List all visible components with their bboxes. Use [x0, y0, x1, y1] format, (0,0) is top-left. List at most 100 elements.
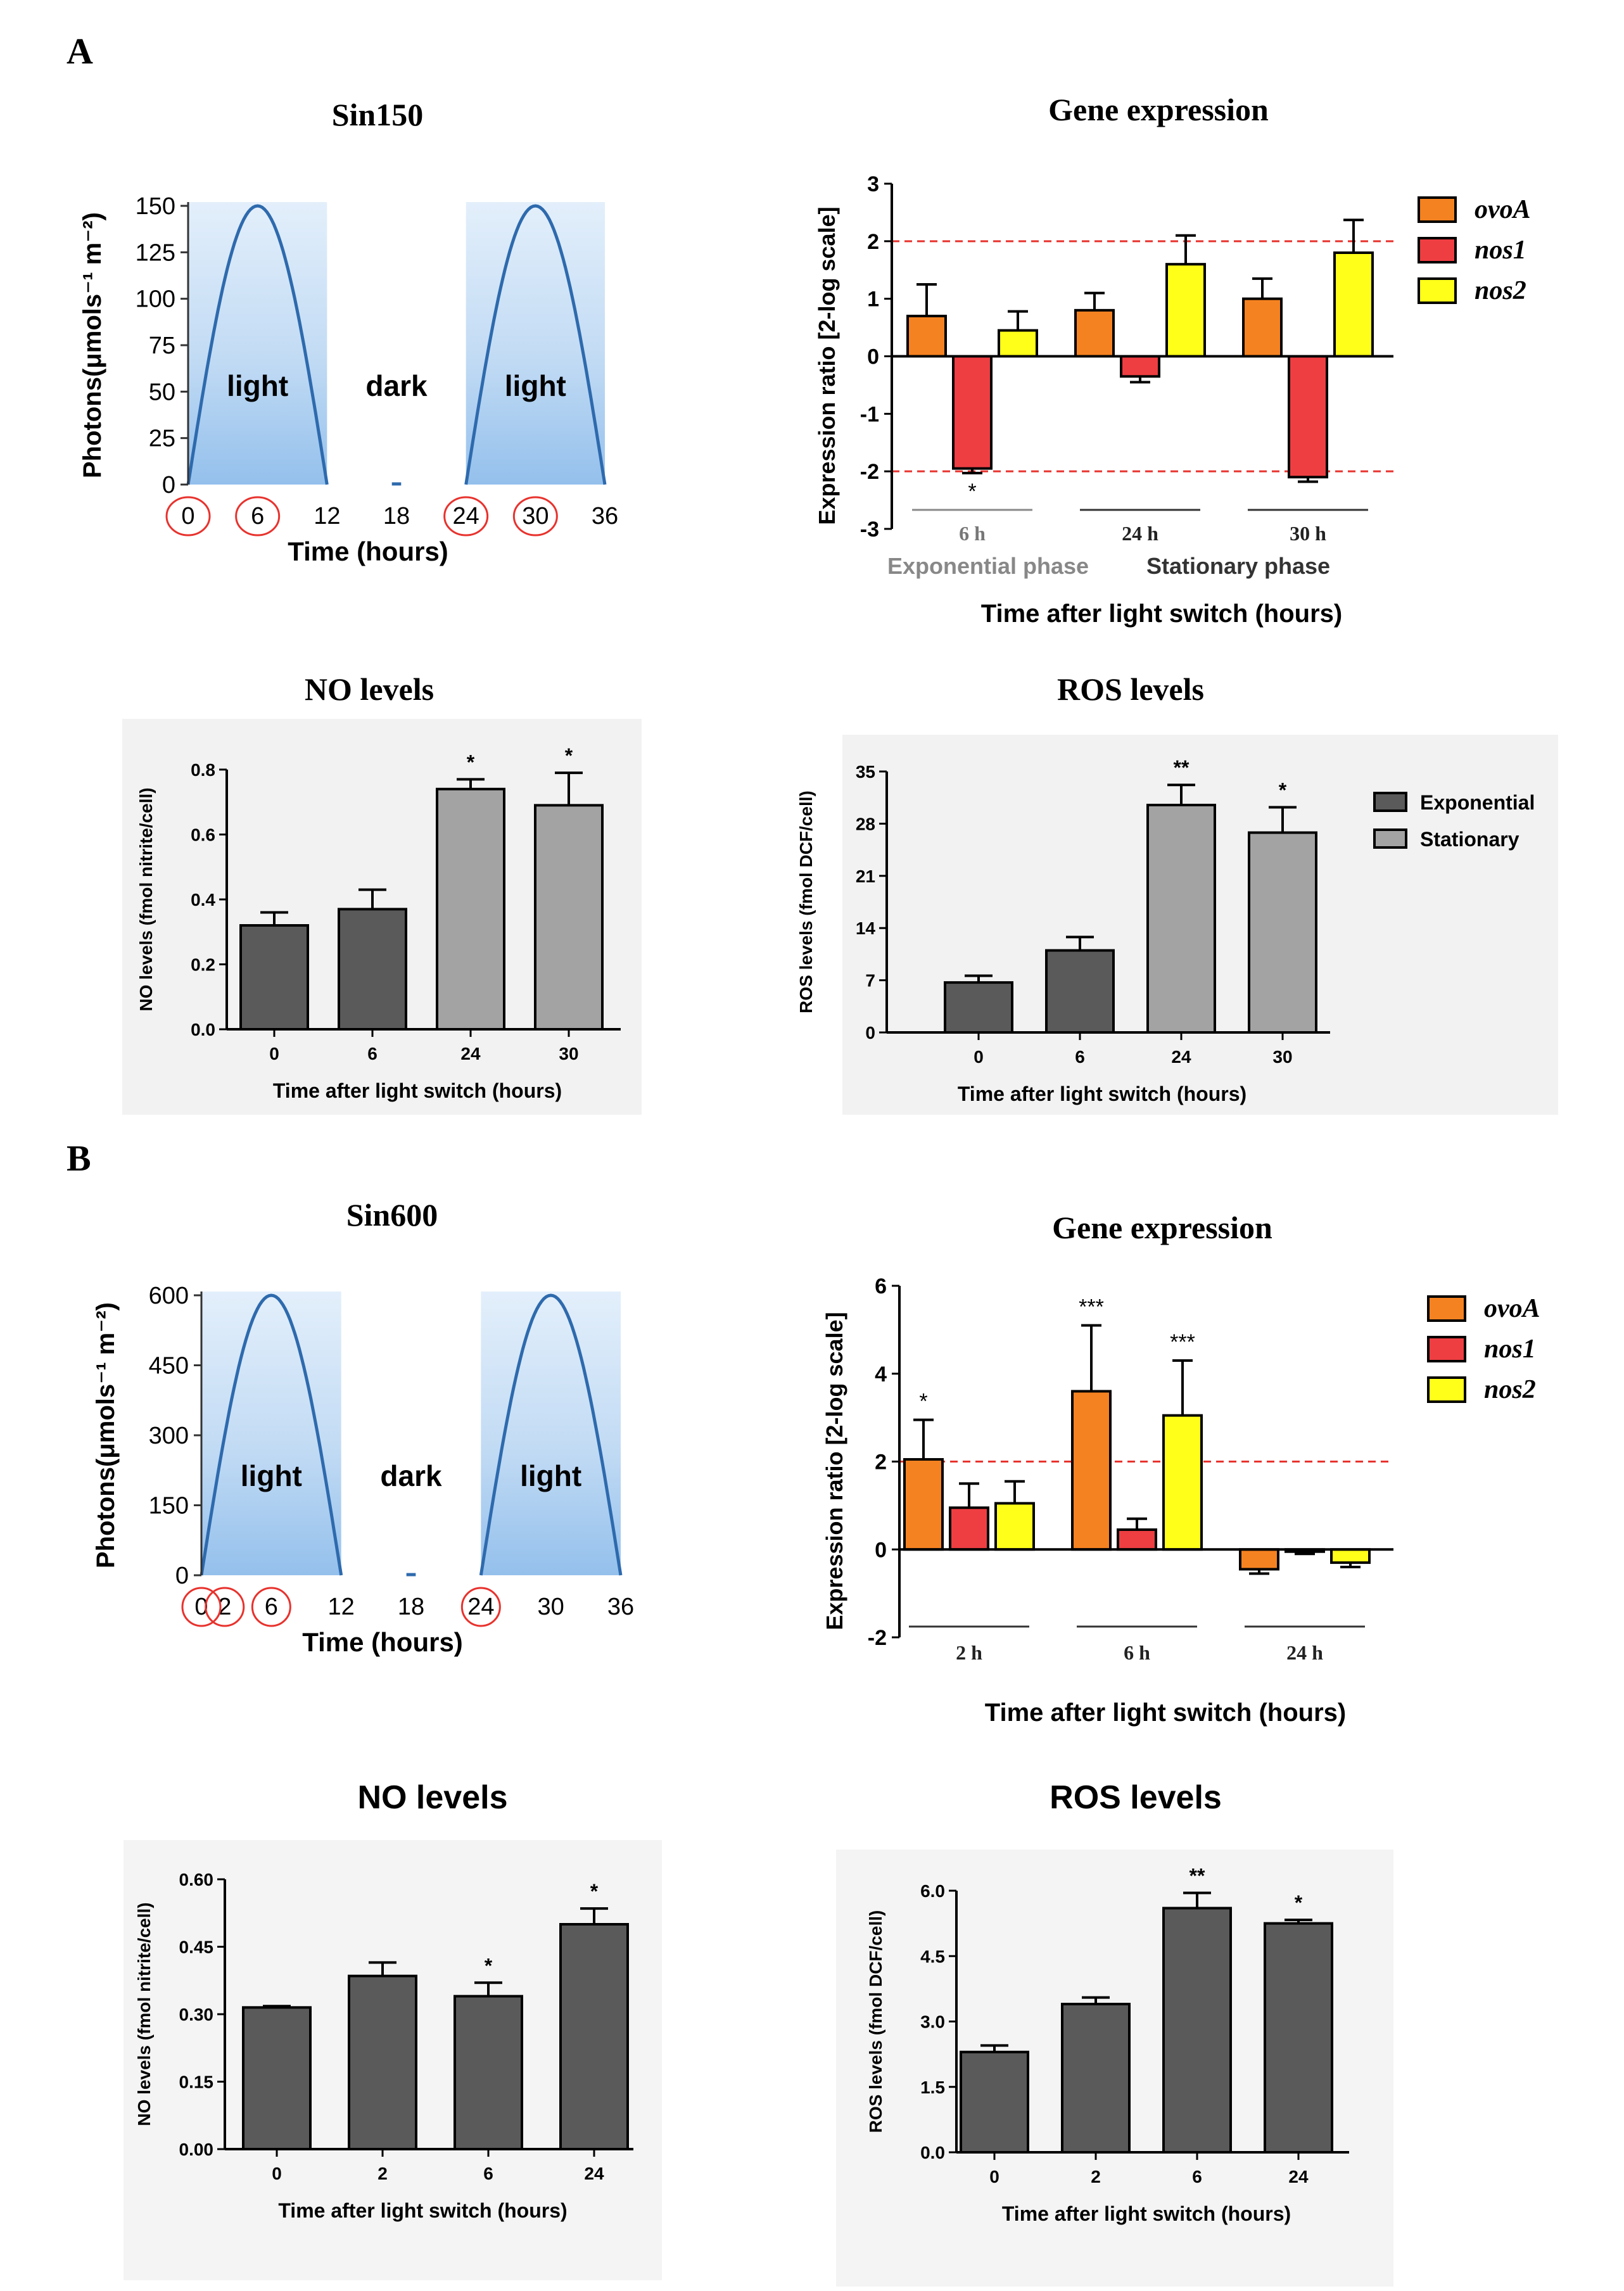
- x-tick-label: 2: [218, 1594, 231, 1620]
- bar-ovoA: [1242, 297, 1283, 358]
- group-label: 2 h: [956, 1641, 982, 1664]
- x-tick-label: 12: [314, 503, 340, 530]
- y-tick-label: 300: [149, 1423, 189, 1449]
- y-tick-label: 14: [856, 918, 876, 938]
- bar: [1045, 949, 1115, 1034]
- y-tick-label: 0.4: [191, 890, 215, 910]
- photon-curve: [200, 1293, 623, 1576]
- x-tick-label: 2: [377, 2164, 388, 2183]
- y-tick-label: -3: [860, 517, 879, 542]
- bar: [1061, 2002, 1131, 2154]
- y-tick-label: 1.5: [920, 2078, 945, 2097]
- x-tick-label: 6: [1075, 1047, 1085, 1067]
- x-tick-label: 30: [538, 1594, 564, 1620]
- y-axis-label: NO levels (fmol nitrite/cell): [134, 1902, 154, 2126]
- region-label: dark: [365, 369, 428, 402]
- x-tick-label: 24: [460, 1044, 481, 1063]
- y-tick-label: 2: [867, 230, 879, 254]
- y-tick-label: 0.8: [191, 760, 215, 780]
- significance-marker: *: [968, 479, 976, 504]
- y-tick-label: 4.5: [920, 1946, 945, 1966]
- significance-marker: *: [919, 1390, 927, 1414]
- bar: [454, 1995, 523, 2151]
- significance-marker: **: [1174, 756, 1189, 779]
- significance-marker: *: [590, 1880, 599, 1903]
- y-tick-label: 75: [149, 333, 175, 359]
- y-axis-label: Photons(μmols⁻¹ m⁻²): [79, 212, 106, 478]
- y-tick-label: 6.0: [920, 1881, 945, 1901]
- x-tick-label: 30: [522, 503, 549, 530]
- y-tick-label: 0.6: [191, 825, 215, 845]
- x-tick-label: 18: [383, 503, 410, 530]
- x-tick-label: 0: [272, 2164, 282, 2183]
- bar-nos1: [1120, 355, 1160, 378]
- significance-marker: *: [565, 744, 573, 767]
- light-period-band: [201, 1291, 341, 1575]
- chart-title: Gene expression: [1048, 92, 1269, 127]
- y-tick-label: 4: [875, 1362, 887, 1387]
- y-tick-label: 3: [867, 172, 879, 196]
- bar: [239, 924, 309, 1031]
- chart-title: NO levels: [357, 1779, 507, 1816]
- y-tick-label: 450: [149, 1353, 189, 1380]
- chart-title: Gene expression: [1052, 1210, 1272, 1245]
- significance-marker: ***: [1079, 1295, 1104, 1319]
- x-tick-label: 30: [1272, 1047, 1292, 1067]
- x-tick-label: 36: [592, 503, 618, 530]
- bar-ovoA: [1239, 1548, 1279, 1571]
- photon-curve: [186, 204, 607, 485]
- bar: [436, 787, 505, 1031]
- x-axis-label: Time after light switch (hours): [273, 1079, 562, 1102]
- circled-tick-marker: [460, 1587, 501, 1627]
- chart-title: NO levels: [305, 671, 434, 707]
- significance-marker: *: [467, 751, 475, 773]
- y-tick-label: 0.0: [920, 2143, 945, 2162]
- light-period-band: [466, 202, 605, 485]
- legend-label-nos1: nos1: [1475, 236, 1526, 265]
- bar: [559, 1923, 629, 2150]
- x-tick-label: 24: [1171, 1047, 1191, 1067]
- y-tick-label: 100: [136, 286, 175, 313]
- y-tick-label: 150: [136, 193, 175, 220]
- legend-swatch: [1373, 828, 1407, 849]
- y-tick-label: 0: [162, 472, 175, 498]
- light-period-band: [481, 1291, 621, 1575]
- x-tick-label: 24: [467, 1594, 494, 1620]
- chart-title: Sin150: [332, 97, 424, 132]
- y-axis-label: Expression ratio [2-log scale]: [814, 206, 840, 524]
- bar-nos1: [1117, 1528, 1157, 1551]
- bar: [1146, 803, 1216, 1034]
- bar: [534, 804, 604, 1031]
- bar: [1162, 1907, 1232, 2154]
- y-axis-label: Photons(μmols⁻¹ m⁻²): [92, 1302, 120, 1568]
- bar-nos2: [1330, 1548, 1371, 1564]
- x-tick-label: 6: [251, 503, 264, 530]
- significance-marker: **: [1189, 1864, 1205, 1887]
- y-axis-label: Expression ratio [2-log scale]: [822, 1312, 847, 1630]
- region-label: light: [520, 1459, 581, 1492]
- chart-no-levels-a: NO levels 0 6 * 24 * 30 0.0 0.2 0.4 0.6 0.8 Time aft…: [136, 671, 621, 1102]
- y-tick-label: 0.0: [191, 1020, 215, 1039]
- x-tick-label: 0: [194, 1594, 208, 1620]
- bar-nos2: [1165, 263, 1206, 358]
- legend-label-nos1: nos1: [1484, 1335, 1536, 1364]
- circled-tick-marker: [443, 496, 489, 536]
- x-tick-label: 6: [265, 1594, 278, 1620]
- legend-label-nos2: nos2: [1475, 276, 1526, 305]
- x-tick-label: 0: [269, 1044, 279, 1063]
- y-axis-label: NO levels (fmol nitrite/cell): [136, 787, 156, 1011]
- x-tick-label: 6: [1192, 2167, 1202, 2186]
- x-tick-label: 0: [974, 1047, 984, 1067]
- y-tick-label: 125: [136, 239, 175, 266]
- circled-tick-marker: [181, 1587, 222, 1627]
- legend-label: Stationary: [1420, 828, 1519, 851]
- chart-title: ROS levels: [1057, 671, 1204, 707]
- y-tick-label: 3.0: [920, 2012, 945, 2032]
- bar: [242, 2006, 312, 2151]
- x-tick-label: 18: [398, 1594, 424, 1620]
- x-tick-label: 6: [367, 1044, 377, 1063]
- y-tick-label: -2: [868, 1626, 887, 1650]
- bar-ovoA: [1071, 1390, 1112, 1551]
